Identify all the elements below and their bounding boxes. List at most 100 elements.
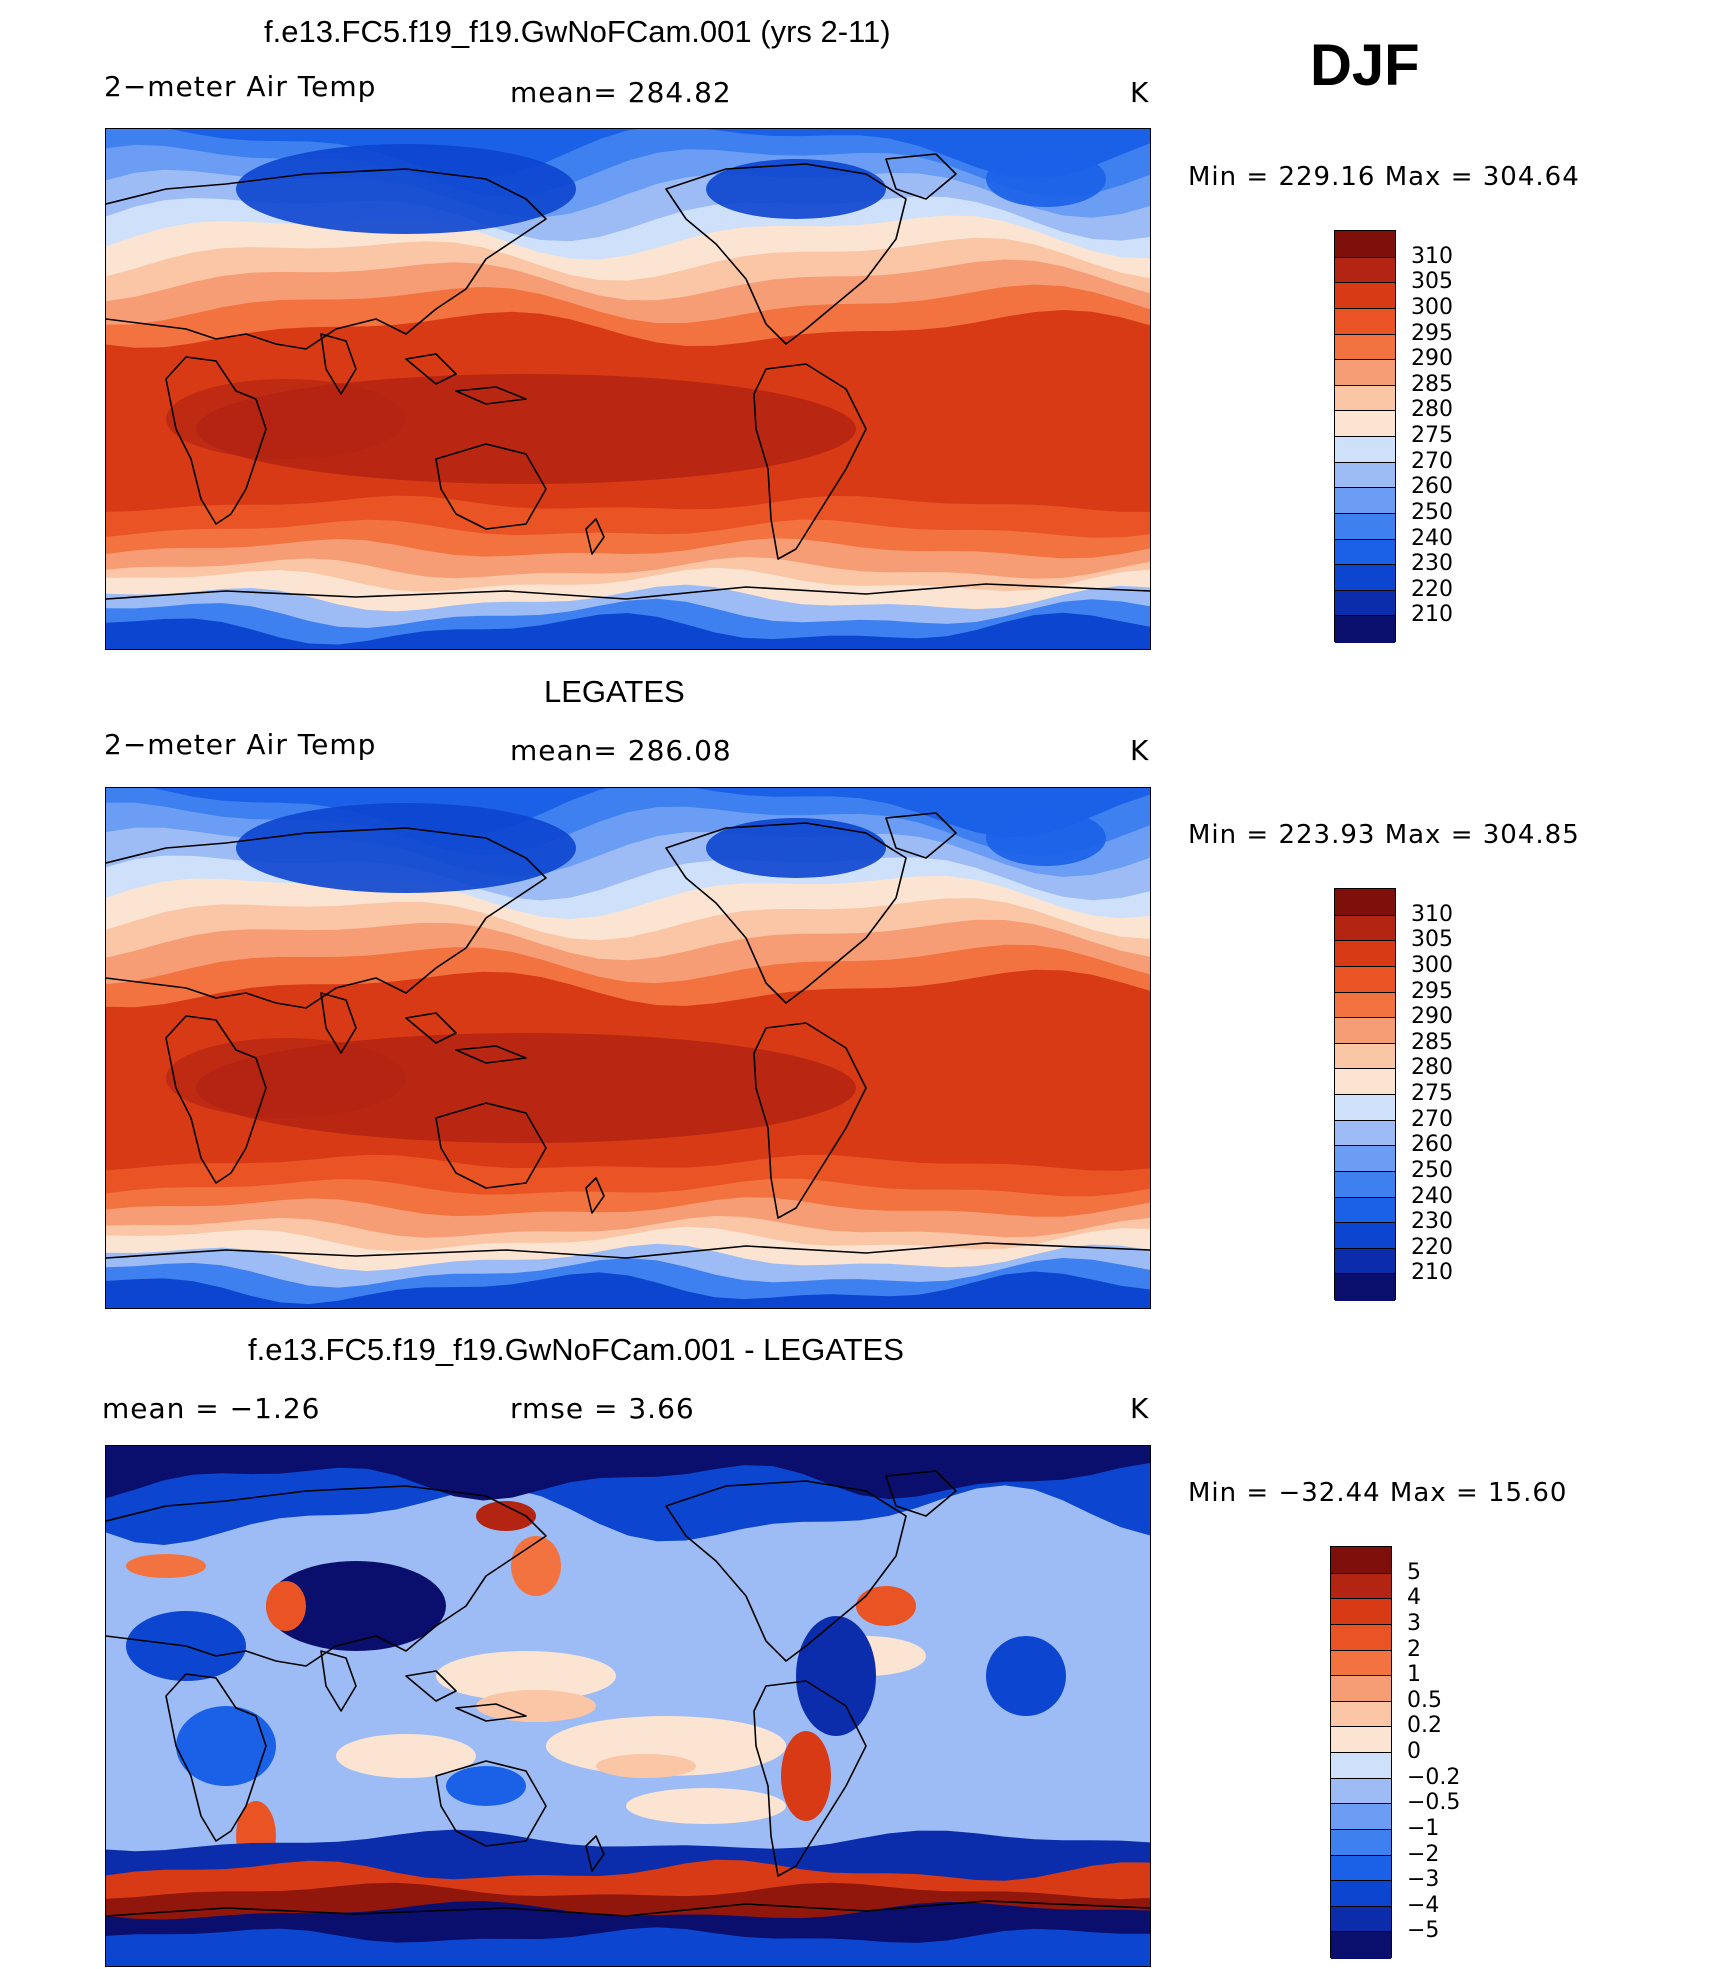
panel-2-colorbar: 310 305 300 295 290 285 280 275 270 260 250 240 230 2… bbox=[1334, 888, 1453, 1301]
panel-1-colorbar: 310 305 300 295 290 285 280 275 270 260 250 240 230 2… bbox=[1334, 230, 1453, 643]
colorbar-tick-label: 305 bbox=[1411, 927, 1453, 953]
field-band bbox=[176, 1706, 276, 1786]
coastline bbox=[885, 812, 957, 859]
colorbar-cell bbox=[1335, 333, 1395, 361]
colorbar-cell bbox=[1335, 512, 1395, 540]
field-band bbox=[596, 1754, 696, 1778]
colorbar-tick-label: 230 bbox=[1411, 551, 1453, 577]
colorbar-tick-label: −1 bbox=[1407, 1815, 1440, 1841]
colorbar-cell bbox=[1335, 1222, 1395, 1250]
field-band bbox=[796, 1616, 876, 1736]
field-band bbox=[706, 818, 886, 878]
colorbar-cell bbox=[1335, 991, 1395, 1019]
colorbar-cell bbox=[1335, 1247, 1395, 1275]
panel-2-variable-label: 2−meter Air Temp bbox=[104, 728, 377, 761]
colorbar-tick-label: −3 bbox=[1407, 1867, 1440, 1893]
panel-3-colorbar: 5 4 3 2 1 0.5 0.2 0 −0.2 −0.5 −1 −2 −3 −4 −5 bbox=[1330, 1546, 1460, 1959]
map-field bbox=[106, 1446, 1150, 1966]
field-band bbox=[126, 1554, 206, 1578]
colorbar-cell bbox=[1331, 1598, 1391, 1626]
panel-3-map bbox=[105, 1445, 1151, 1967]
colorbar-tick-label: 5 bbox=[1407, 1559, 1421, 1585]
field-band bbox=[236, 803, 576, 893]
colorbar-tick-label: 260 bbox=[1411, 1132, 1453, 1158]
colorbar-cell bbox=[1331, 1700, 1391, 1728]
field-band bbox=[626, 1788, 786, 1824]
colorbar-cell bbox=[1335, 1273, 1395, 1301]
colorbar-cell bbox=[1335, 1170, 1395, 1198]
season-label: DJF bbox=[1310, 33, 1420, 98]
field-band bbox=[476, 1690, 596, 1722]
field-band bbox=[336, 1734, 476, 1778]
colorbar-cell bbox=[1331, 1752, 1391, 1780]
coastline bbox=[753, 363, 867, 560]
field-band bbox=[476, 1501, 536, 1531]
colorbar-cell bbox=[1335, 940, 1395, 968]
coastline bbox=[320, 333, 357, 395]
coastline bbox=[320, 992, 357, 1054]
colorbar-tick-label: 0 bbox=[1407, 1739, 1421, 1764]
field-band bbox=[266, 1581, 306, 1631]
coastline bbox=[753, 1680, 867, 1877]
coastline bbox=[665, 1480, 907, 1662]
colorbar-cell bbox=[1331, 1828, 1391, 1856]
colorbar-tick-label: 295 bbox=[1411, 978, 1453, 1004]
colorbar-tick-label: 240 bbox=[1411, 1183, 1453, 1209]
colorbar-cell bbox=[1335, 231, 1395, 258]
colorbar-tick-label: 270 bbox=[1411, 448, 1453, 474]
coastline bbox=[585, 1177, 605, 1214]
coastline bbox=[106, 1900, 1150, 1917]
colorbar-cell bbox=[1335, 384, 1395, 412]
coastline bbox=[165, 1015, 267, 1184]
colorbar-tick-label: 300 bbox=[1411, 952, 1453, 978]
coastline bbox=[165, 1673, 267, 1842]
coastline bbox=[435, 1102, 547, 1189]
panel-2-mean-label: mean= 286.08 bbox=[510, 734, 732, 767]
colorbar-tick-label: 0.2 bbox=[1407, 1713, 1442, 1739]
colorbar-cell bbox=[1331, 1649, 1391, 1677]
coastline bbox=[106, 827, 547, 1009]
map-field bbox=[106, 788, 1150, 1308]
panel-3-rmse-label: rmse = 3.66 bbox=[510, 1392, 695, 1425]
coastline bbox=[106, 1485, 547, 1667]
coastline bbox=[106, 168, 547, 350]
colorbar-cell bbox=[1331, 1572, 1391, 1600]
field-band bbox=[106, 1927, 1150, 1966]
coastline bbox=[320, 1650, 357, 1712]
field-band bbox=[106, 1271, 1150, 1308]
colorbar-cell bbox=[1331, 1777, 1391, 1805]
panel-2-title: LEGATES bbox=[544, 674, 685, 709]
field-band bbox=[706, 159, 886, 219]
panel-1-variable-label: 2−meter Air Temp bbox=[104, 70, 377, 103]
panel-1-mean-label: mean= 284.82 bbox=[510, 76, 732, 109]
panel-3-minmax: Min = −32.44 Max = 15.60 bbox=[1188, 1478, 1568, 1508]
colorbar-tick-label: 310 bbox=[1411, 901, 1453, 927]
colorbar-cell bbox=[1335, 965, 1395, 993]
colorbar-tick-label: 285 bbox=[1411, 1029, 1453, 1055]
colorbar-cell bbox=[1335, 889, 1395, 916]
colorbar-tick-label: −2 bbox=[1407, 1841, 1440, 1867]
colorbar-tick-label: 4 bbox=[1407, 1585, 1421, 1611]
colorbar-tick-label: 270 bbox=[1411, 1106, 1453, 1132]
colorbar-cell bbox=[1335, 461, 1395, 489]
colorbar-tick-label: 250 bbox=[1411, 1157, 1453, 1183]
coastline bbox=[585, 518, 605, 555]
coastline bbox=[405, 353, 527, 405]
coastline bbox=[435, 1760, 547, 1847]
colorbar-tick-label: 220 bbox=[1411, 1234, 1453, 1260]
colorbar-cell bbox=[1335, 1196, 1395, 1224]
colorbar-tick-label: 2 bbox=[1407, 1636, 1421, 1662]
colorbar-tick-label: 1 bbox=[1407, 1662, 1421, 1688]
colorbar-tick-label: 280 bbox=[1411, 397, 1453, 423]
panel-3-units-label: K bbox=[1130, 1392, 1150, 1425]
colorbar-cell bbox=[1331, 1675, 1391, 1703]
colorbar-cell bbox=[1335, 282, 1395, 310]
colorbar-cell bbox=[1331, 1854, 1391, 1882]
coastline bbox=[665, 163, 907, 345]
colorbar-tick-label: 295 bbox=[1411, 320, 1453, 346]
colorbar-cell bbox=[1335, 1068, 1395, 1096]
field-band bbox=[781, 1731, 831, 1821]
colorbar-tick-label: 275 bbox=[1411, 1081, 1453, 1106]
colorbar-tick-label: 285 bbox=[1411, 371, 1453, 397]
colorbar-tick-label: 260 bbox=[1411, 474, 1453, 500]
